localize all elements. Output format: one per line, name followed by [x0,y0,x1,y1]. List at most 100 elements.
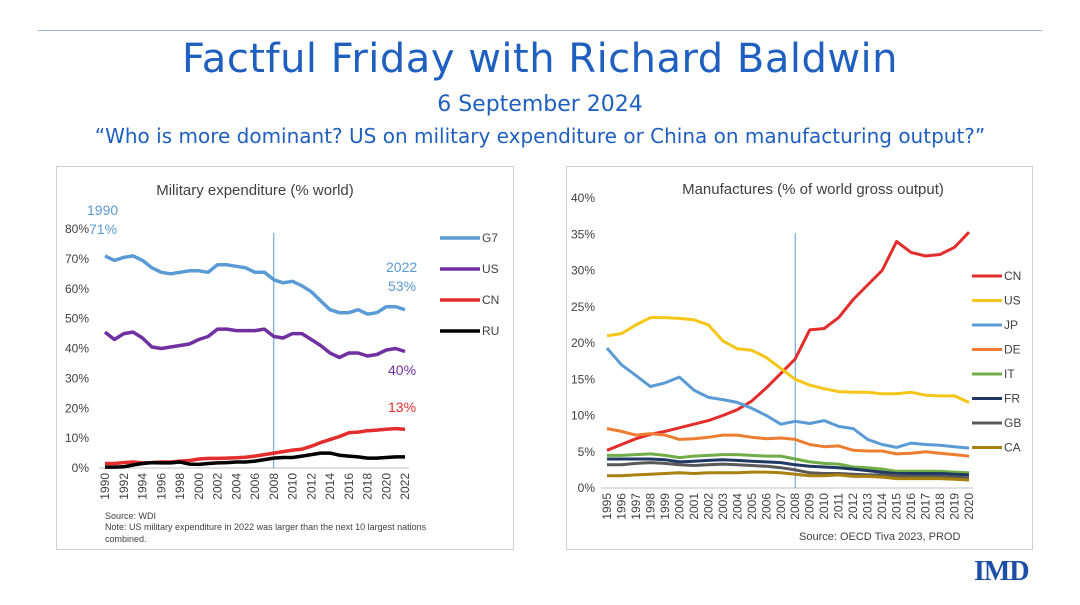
legend-label-de: DE [1004,343,1021,357]
series-line-us [606,316,970,404]
chart-source: Source: OECD Tiva 2023, PROD [799,531,960,543]
x-tick-label: 2004 [229,473,243,500]
series-line-de [606,427,970,458]
page-title: Factful Friday with Richard Baldwin [181,36,899,82]
x-tick-label: 2020 [379,473,393,500]
x-tick-label: 2000 [672,493,686,520]
x-tick-label: 2000 [192,473,206,500]
x-tick-label: 2001 [687,493,701,520]
legend-label-us: US [482,262,499,276]
legend-label-it: IT [1004,367,1015,381]
series-line-cn [606,231,971,452]
x-tick-label: 2016 [904,493,918,520]
series-line-us [103,327,406,360]
x-tick-label: 2006 [759,493,773,520]
y-tick-label: 40% [571,191,595,205]
x-tick-label: 2019 [948,493,962,520]
annotation-71pct: 71% [89,221,117,237]
x-tick-label: 2015 [890,493,904,520]
x-tick-label: 2010 [286,473,300,500]
series-line-gb [607,461,970,480]
legend-label-us: US [1004,294,1021,308]
annotation-13pct: 13% [388,399,416,415]
chart-title: Manufactures (% of world gross output) [682,181,944,198]
series-line-ru [105,451,405,469]
series-line-jp [605,347,970,450]
y-tick-label: 60% [65,282,89,296]
x-tick-label: 2005 [745,493,759,520]
x-tick-label: 2018 [933,493,947,520]
legend-label-gb: GB [1004,416,1021,430]
y-tick-label: 0% [72,461,90,475]
x-tick-label: 2013 [861,493,875,520]
x-tick-label: 2007 [774,493,788,520]
x-tick-label: 1998 [173,473,187,500]
x-tick-label: 2014 [323,473,337,500]
legend-label-ru: RU [482,324,499,338]
y-tick-label: 30% [65,371,89,385]
x-tick-label: 2009 [803,493,817,520]
annotation-1990: 1990 [87,202,118,218]
imd-logo: IMD [974,556,1030,587]
legend-label-ca: CA [1004,441,1021,455]
y-tick-label: 80% [65,222,89,236]
y-tick-label: 30% [571,264,595,278]
x-tick-label: 1995 [600,493,614,520]
x-tick-label: 1990 [98,473,112,500]
legend-label-jp: JP [1004,318,1018,332]
legend-label-cn: CN [1004,269,1021,283]
x-tick-label: 2003 [716,493,730,520]
series-line-fr [607,457,970,477]
y-tick-label: 0% [578,481,596,495]
x-tick-label: 2012 [304,473,318,500]
legend-label-fr: FR [1004,392,1020,406]
y-tick-label: 25% [571,300,595,314]
x-tick-label: 2012 [846,493,860,520]
chart-note-line-2: combined. [105,534,147,544]
chart-note-line-1: Note: US military expenditure in 2022 wa… [105,522,427,532]
x-tick-label: 2014 [875,493,889,520]
legend-label-cn: CN [482,293,499,307]
annotation-2022: 2022 [386,259,417,275]
x-tick-label: 1997 [629,493,643,520]
y-tick-label: 35% [571,227,595,241]
legend-label-g7: G7 [482,231,498,245]
chart-title: Military expenditure (% world) [156,182,354,199]
manufactures-chart: Manufactures (% of world gross output) 0%… [571,181,1021,543]
y-tick-label: 20% [571,336,595,350]
y-tick-label: 70% [65,252,89,266]
x-tick-label: 2016 [342,473,356,500]
series-line-it [607,452,970,475]
y-tick-label: 40% [65,342,89,356]
x-tick-label: 1998 [643,493,657,520]
military-expenditure-chart-panel: Military expenditure (% world) 0% 10% 20% 30… [56,166,514,550]
y-tick-label: 10% [571,409,595,423]
header-rule [38,30,1042,31]
x-tick-label: 2022 [398,473,412,500]
x-tick-label: 2018 [361,473,375,500]
x-tick-label: 1992 [117,473,131,500]
chart-source: Source: WDI [105,511,156,521]
x-tick-label: 2010 [817,493,831,520]
y-tick-label: 10% [65,431,89,445]
x-tick-label: 1996 [614,493,628,520]
x-tick-label: 2011 [832,493,846,519]
y-tick-label: 20% [65,401,89,415]
x-tick-label: 2008 [267,473,281,500]
x-tick-label: 2008 [788,493,802,520]
x-tick-label: 2017 [919,493,933,520]
annotation-53pct: 53% [388,278,416,294]
y-tick-label: 15% [571,372,595,386]
page-question: “Who is more dominant? US on military ex… [94,124,986,148]
x-tick-label: 2002 [701,493,715,520]
x-tick-label: 2020 [962,493,976,520]
x-tick-label: 1996 [154,473,168,500]
page-date: 6 September 2024 [437,92,643,117]
annotation-40pct: 40% [388,362,416,378]
military-expenditure-chart: Military expenditure (% world) 0% 10% 20% 30… [65,182,499,544]
x-tick-label: 1994 [136,473,150,500]
series-line-ca [607,470,970,482]
x-tick-label: 2002 [211,473,225,500]
x-tick-label: 1999 [658,493,672,520]
manufactures-chart-panel: Manufactures (% of world gross output) 0%… [566,166,1033,550]
